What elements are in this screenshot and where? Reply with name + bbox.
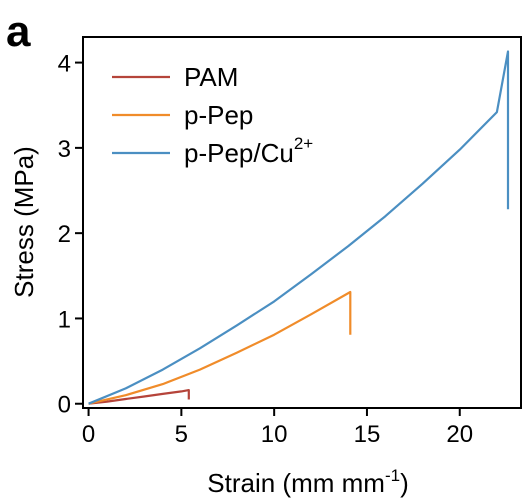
x-axis-title-end: ) xyxy=(400,468,409,498)
series-line-p-pep xyxy=(88,290,352,405)
y-tick-label: 3 xyxy=(58,136,71,163)
series-line-p-pep-cu xyxy=(88,50,510,405)
y-axis: 0 1 2 3 4 xyxy=(58,51,83,419)
plot-frame xyxy=(82,36,522,409)
series-line-pam xyxy=(88,389,190,405)
x-tick-label: 5 xyxy=(175,421,188,448)
y-tick-label: 1 xyxy=(58,306,71,333)
series-layer xyxy=(88,50,510,405)
panel-label: a xyxy=(6,7,31,56)
legend-label: PAM xyxy=(184,62,238,92)
x-tick-label: 15 xyxy=(354,421,381,448)
y-tick-label: 4 xyxy=(58,51,71,78)
x-axis-title-main: Strain (mm mm xyxy=(207,468,385,498)
y-axis-title: Stress (MPa) xyxy=(9,146,39,298)
x-tick-label: 0 xyxy=(82,421,95,448)
y-tick-label: 0 xyxy=(58,392,71,419)
legend-label: p-Pep/Cu2+ xyxy=(184,134,313,168)
x-axis-title: Strain (mm mm-1) xyxy=(207,466,408,498)
x-axis-title-superscript: -1 xyxy=(385,466,400,485)
legend: PAM p-Pep p-Pep/Cu2+ xyxy=(112,62,313,168)
legend-label: p-Pep xyxy=(184,100,253,130)
x-tick-label: 10 xyxy=(261,421,288,448)
plot-border xyxy=(82,36,522,409)
x-axis: 0 5 10 15 20 xyxy=(82,408,473,448)
x-tick-label: 20 xyxy=(446,421,473,448)
y-tick-label: 2 xyxy=(58,221,71,248)
